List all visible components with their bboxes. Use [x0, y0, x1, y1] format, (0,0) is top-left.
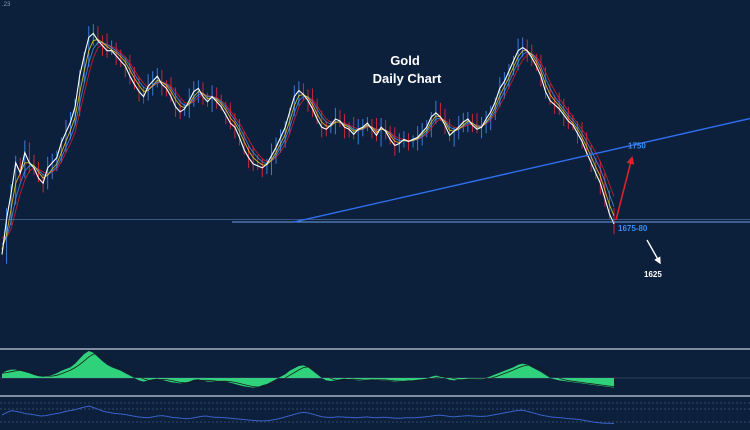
- series-line: [1, 39, 615, 250]
- rsi-panel: [0, 402, 750, 425]
- target-up-label: 1750: [628, 142, 646, 151]
- target-down-label: 1625: [644, 270, 662, 279]
- target-up-arrow: [615, 155, 635, 221]
- macd-histogram-area: [2, 351, 614, 388]
- corner-label: .23: [2, 2, 11, 8]
- macd-panel: [0, 351, 750, 388]
- series-line: [1, 32, 615, 255]
- annotations: 1750 1675-80 1625: [615, 142, 662, 279]
- support-level-label: 1675-80: [618, 224, 648, 233]
- trend-line: [294, 117, 750, 223]
- price-series: [0, 32, 750, 255]
- target-down-arrow: [646, 239, 661, 265]
- macd-signal-line: [1, 353, 615, 388]
- rsi-line: [1, 405, 615, 425]
- series-line: [1, 42, 615, 245]
- chart-subtitle: Daily Chart: [373, 71, 442, 86]
- chart-title: Gold: [390, 53, 420, 68]
